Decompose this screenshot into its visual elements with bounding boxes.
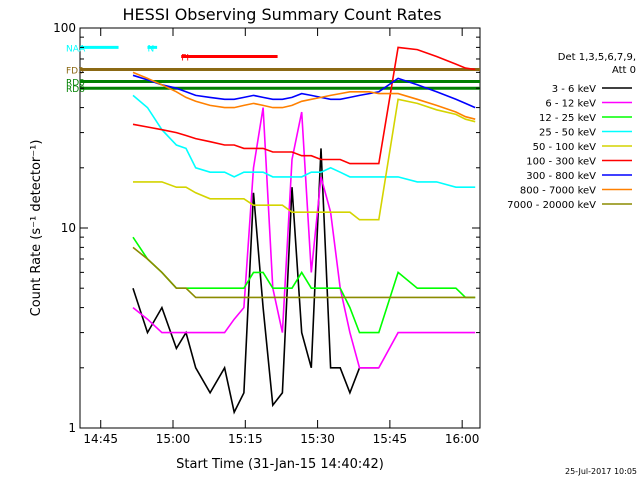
chart-title: HESSI Observing Summary Count Rates	[122, 5, 441, 24]
x-tick-label-4: 15:45	[373, 432, 408, 446]
x-tick-label-3: 15:30	[300, 432, 335, 446]
series-line-2	[132, 236, 476, 334]
y-axis-label: Count Rate (s⁻¹ detector⁻¹)	[29, 140, 44, 317]
legend-label-6: 300 - 800 keV	[526, 171, 596, 182]
legend-header-1: Att 0	[612, 65, 636, 76]
flag-label-rd6: RD6	[66, 85, 85, 95]
legend-label-3: 25 - 50 keV	[539, 128, 596, 139]
series-line-8	[132, 246, 476, 299]
flag-label-fi: FI	[181, 54, 189, 64]
y-tick-label-0: 1	[68, 421, 76, 435]
legend-label-2: 12 - 25 keV	[539, 113, 596, 124]
y-tick-label-1: 10	[61, 221, 76, 235]
series-line-7	[132, 71, 476, 120]
legend-label-1: 6 - 12 keV	[545, 99, 596, 110]
x-tick-label-2: 15:15	[228, 432, 263, 446]
series-line-1	[132, 107, 476, 369]
x-axis-label: Start Time (31-Jan-15 14:40:42)	[176, 457, 384, 472]
series-line-5	[132, 46, 476, 165]
x-tick-label-5: 16:00	[445, 432, 480, 446]
x-tick-label-0: 14:45	[83, 432, 118, 446]
series-line-6	[132, 74, 476, 109]
series-line-4	[133, 98, 476, 221]
legend-label-8: 7000 - 20000 keV	[507, 200, 596, 211]
flag-label-fd3: FD3	[66, 67, 84, 77]
series-line-3	[132, 94, 476, 188]
flag-label-naa: NAA	[66, 44, 86, 54]
flag-label-n: N	[147, 44, 154, 54]
legend-header-0: Det 1,3,5,6,7,9,	[558, 52, 636, 63]
legend: Det 1,3,5,6,7,9, Att 0 3 - 6 keV 6 - 12 keV…	[507, 52, 636, 211]
x-tick-label-1: 15:00	[156, 432, 191, 446]
series-line-0	[132, 148, 379, 415]
flag-label-rd0: RD0	[66, 79, 85, 89]
legend-label-0: 3 - 6 keV	[552, 84, 596, 95]
legend-label-4: 50 - 100 keV	[533, 142, 597, 153]
y-tick-label-2: 100	[53, 21, 76, 35]
date-stamp: 25-Jul-2017 10:05	[565, 467, 637, 476]
legend-label-7: 800 - 7000 keV	[520, 186, 596, 197]
legend-label-5: 100 - 300 keV	[526, 157, 596, 168]
